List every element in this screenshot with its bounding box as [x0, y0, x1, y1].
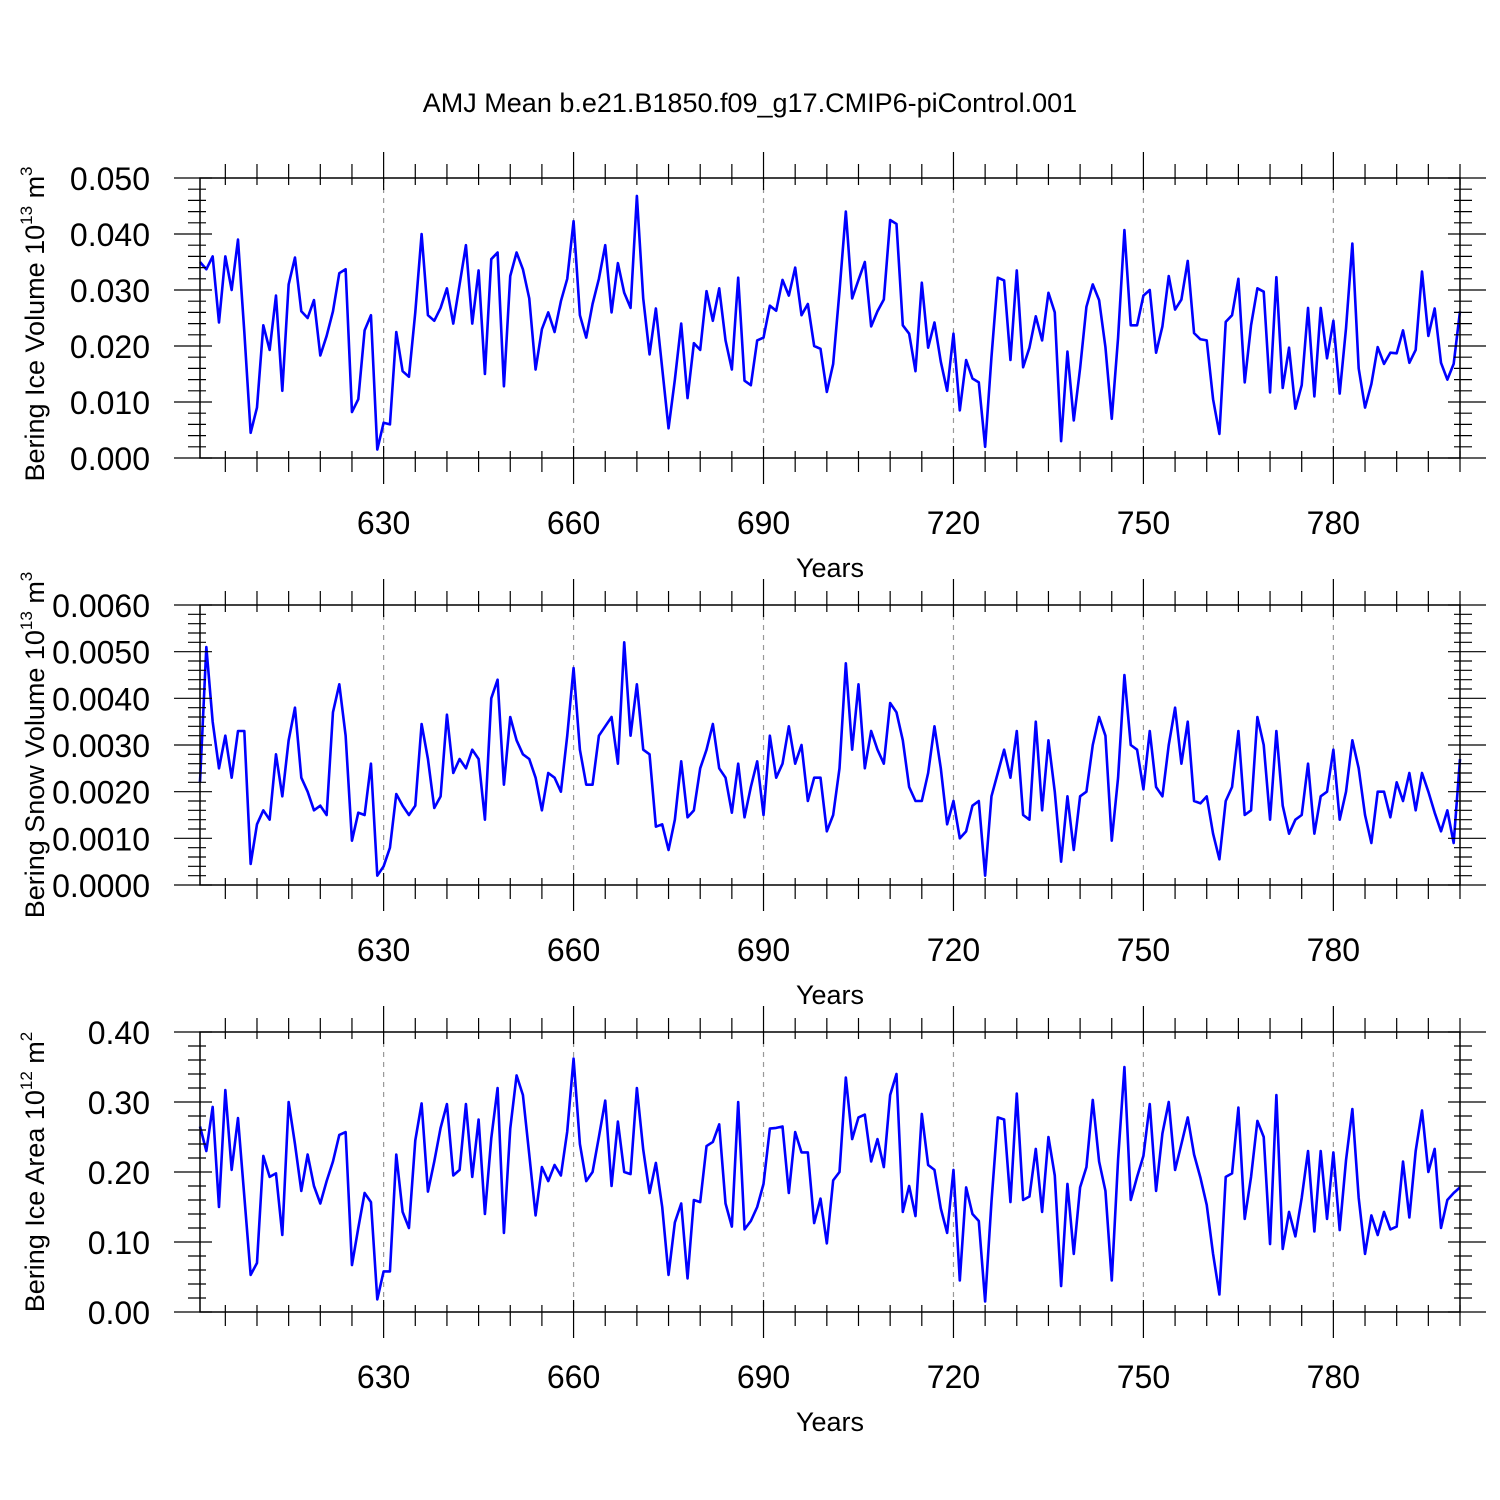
x-tick-label: 780: [1307, 1359, 1360, 1395]
x-tick-label: 750: [1117, 932, 1170, 968]
panel-2: 0.0000 0.0010 0.0020 0.0030 0.0040 0.0050 0.00…: [17, 572, 1486, 1010]
figure-title: AMJ Mean b.e21.B1850.f09_g17.CMIP6-piCon…: [423, 88, 1077, 118]
y-tick-label: 0.20: [88, 1155, 150, 1191]
plot-frame: [199, 177, 1461, 459]
x-tick-label: 630: [357, 932, 410, 968]
y-tick-label: 0.40: [88, 1015, 150, 1051]
x-tick-label: 660: [547, 1359, 600, 1395]
y-tick-label: 0.0040: [52, 681, 150, 717]
y-tick-label: 0.30: [88, 1085, 150, 1121]
y-tick-label: 0.000: [70, 441, 150, 477]
panels: 0.000 0.010 0.020 0.030 0.040 0.050 630 660 690 7…: [17, 152, 1486, 1437]
x-tick-label: 630: [357, 1359, 410, 1395]
y-tick-label: 0.10: [88, 1225, 150, 1261]
series-line: [198, 641, 1462, 877]
series-line: [198, 1057, 1461, 1303]
y-tick-label: 0.010: [70, 385, 150, 421]
y-axis-label: Bering Ice Volume 1013 m3: [17, 166, 50, 481]
panel-1: 0.000 0.010 0.020 0.030 0.040 0.050 630 660 690 7…: [17, 152, 1486, 583]
x-tick-label: 780: [1307, 932, 1360, 968]
y-tick-label: 0.0050: [52, 635, 150, 671]
y-tick-label: 0.0000: [52, 868, 150, 904]
y-tick-label: 0.0010: [52, 821, 150, 857]
y-axis-label: Bering Ice Area 1012 m2: [17, 1032, 50, 1313]
y-tick-label: 0.050: [70, 161, 150, 197]
y-tick-label: 0.0030: [52, 728, 150, 764]
x-tick-label: 720: [927, 505, 980, 541]
y-tick-label: 0.040: [70, 217, 150, 253]
x-axis-label: Years: [796, 980, 864, 1010]
y-tick-label: 0.00: [88, 1295, 150, 1331]
x-tick-label: 630: [357, 505, 410, 541]
x-tick-label: 750: [1117, 1359, 1170, 1395]
x-tick-label: 720: [927, 932, 980, 968]
x-axis-label: Years: [796, 553, 864, 583]
y-tick-label: 0.0060: [52, 588, 150, 624]
x-tick-label: 660: [547, 505, 600, 541]
y-tick-label: 0.0020: [52, 775, 150, 811]
x-tick-label: 750: [1117, 505, 1170, 541]
x-tick-label: 780: [1307, 505, 1360, 541]
x-tick-label: 690: [737, 1359, 790, 1395]
y-tick-label: 0.030: [70, 273, 150, 309]
x-axis-label: Years: [796, 1407, 864, 1437]
series-line: [199, 194, 1462, 451]
x-tick-label: 720: [927, 1359, 980, 1395]
y-tick-label: 0.020: [70, 329, 150, 365]
x-tick-label: 660: [547, 932, 600, 968]
x-tick-label: 690: [737, 932, 790, 968]
panel-3: 0.00 0.10 0.20 0.30 0.40 630 660 690 720 750 780 Ye…: [17, 1006, 1486, 1437]
x-tick-label: 690: [737, 505, 790, 541]
y-axis-label: Bering Snow Volume 1013 m3: [17, 572, 50, 919]
